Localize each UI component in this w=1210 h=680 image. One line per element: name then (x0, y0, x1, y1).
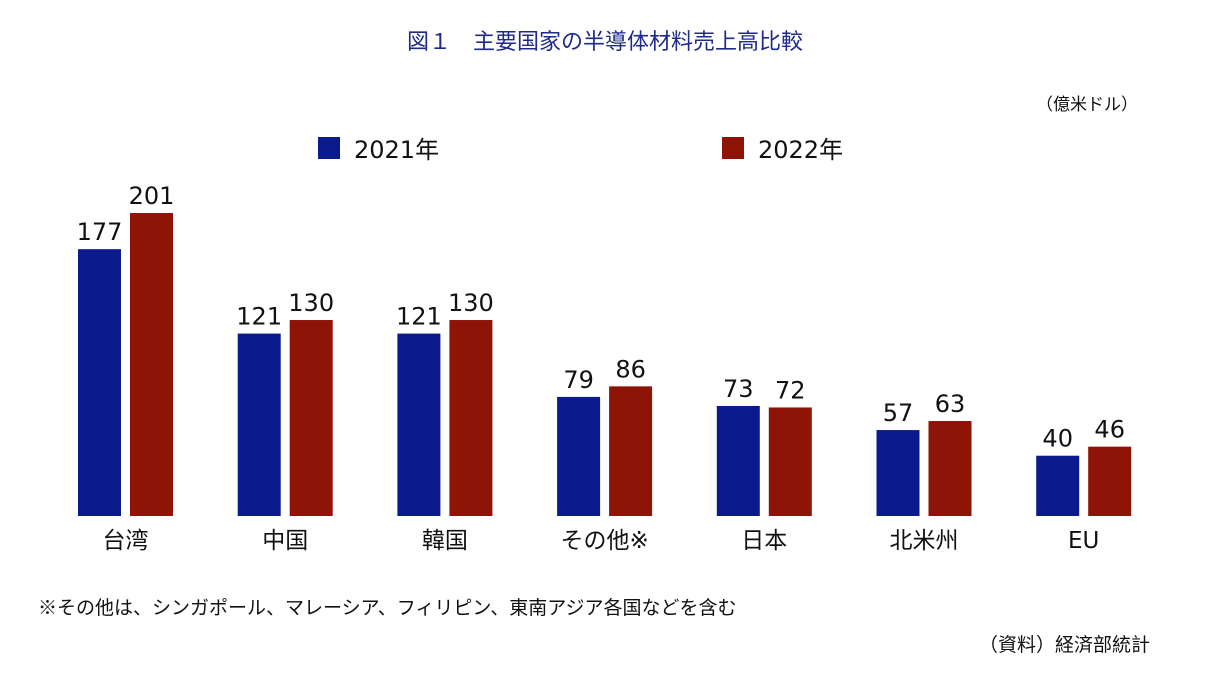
data-label-3-1: 86 (615, 355, 646, 383)
footnote: ※その他は、シンガポール、マレーシア、フィリピン、東南アジア各国などを含む (38, 597, 737, 619)
category-label-5: 北米州 (890, 528, 959, 554)
bar-6-0 (1036, 455, 1080, 516)
category-label-6: EU (1068, 528, 1099, 554)
legend-swatch-2022 (722, 136, 744, 159)
category-label-3: その他※ (560, 528, 648, 554)
data-label-1-1: 130 (288, 289, 334, 317)
data-label-3-0: 79 (563, 366, 594, 394)
category-label-4: 日本 (741, 528, 787, 554)
bar-4-1 (768, 407, 812, 516)
bar-2-0 (397, 333, 441, 516)
data-label-4-1: 72 (775, 376, 806, 404)
category-label-1: 中国 (262, 528, 308, 554)
category-label-0: 台湾 (103, 528, 149, 554)
data-label-1-0: 121 (236, 303, 282, 331)
data-label-6-1: 46 (1094, 416, 1125, 444)
data-label-0-0: 177 (77, 218, 123, 246)
data-label-5-1: 63 (935, 390, 966, 418)
data-label-6-0: 40 (1042, 425, 1073, 453)
bar-6-1 (1088, 446, 1132, 516)
bar-4-0 (716, 405, 760, 516)
bar-5-0 (876, 430, 920, 516)
bar-3-0 (557, 396, 601, 516)
chart-title: 図１ 主要国家の半導体材料売上高比較 (406, 30, 803, 55)
bar-1-1 (289, 320, 333, 516)
legend-label-2021: 2021年 (354, 136, 440, 164)
bar-0-1 (130, 213, 173, 516)
data-label-5-0: 57 (883, 399, 914, 427)
legend: 2021年 2022年 (0, 130, 1210, 166)
legend-label-2022: 2022年 (758, 136, 844, 164)
bar-1-0 (237, 333, 281, 516)
bar-5-1 (928, 421, 972, 516)
unit-label: （億米ドル） (1036, 95, 1138, 115)
legend-swatch-2021 (318, 136, 340, 159)
bar-2-1 (449, 320, 493, 516)
legend-item-2021: 2021年 (318, 130, 439, 165)
data-label-0-1: 201 (129, 182, 175, 210)
data-label-2-0: 121 (396, 303, 442, 331)
bar-3-1 (609, 386, 653, 516)
source-note: （資料）経済部統計 (978, 634, 1150, 656)
category-label-2: 韓国 (422, 528, 468, 554)
legend-item-2022: 2022年 (722, 130, 843, 165)
data-label-2-1: 130 (448, 289, 494, 317)
data-label-4-0: 73 (723, 375, 754, 403)
bar-0-0 (78, 249, 121, 516)
